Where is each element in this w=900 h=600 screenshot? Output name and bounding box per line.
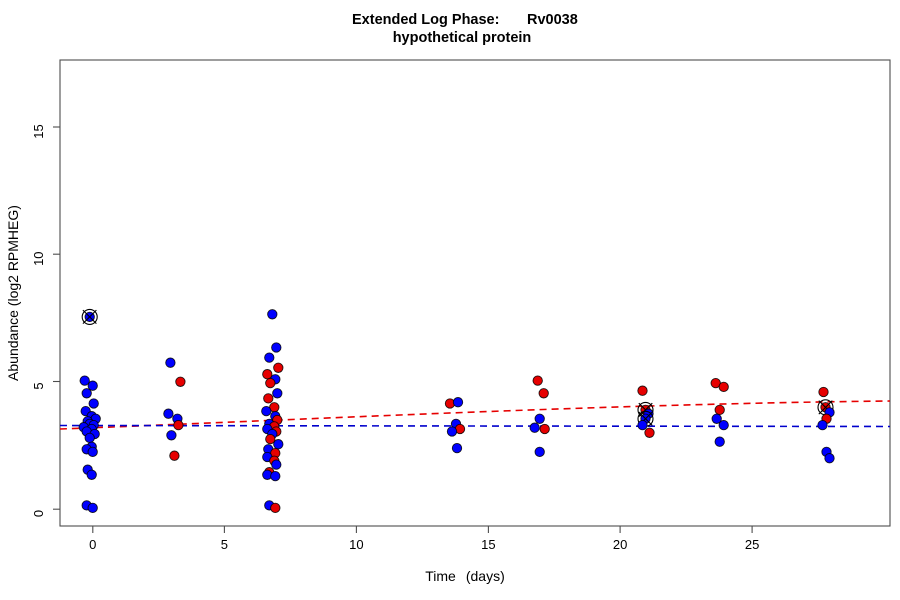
svg-text:20: 20 — [613, 537, 627, 552]
svg-text:10: 10 — [31, 251, 46, 265]
svg-text:5: 5 — [221, 537, 228, 552]
svg-text:25: 25 — [745, 537, 759, 552]
svg-text:15: 15 — [481, 537, 495, 552]
svg-text:0: 0 — [89, 537, 96, 552]
svg-text:Abundance (log2 RPMHEG): Abundance (log2 RPMHEG) — [5, 205, 21, 381]
svg-text:10: 10 — [349, 537, 363, 552]
svg-text:Time(days): Time (days) — [425, 568, 505, 584]
svg-text:Rv0038: Rv0038 — [527, 12, 578, 28]
svg-text:Extended Log Phase:: Extended Log Phase: — [352, 12, 499, 28]
svg-text:5: 5 — [31, 382, 46, 389]
svg-text:hypothetical protein: hypothetical protein — [393, 30, 532, 46]
svg-text:15: 15 — [31, 124, 46, 138]
svg-text:0: 0 — [31, 510, 46, 517]
